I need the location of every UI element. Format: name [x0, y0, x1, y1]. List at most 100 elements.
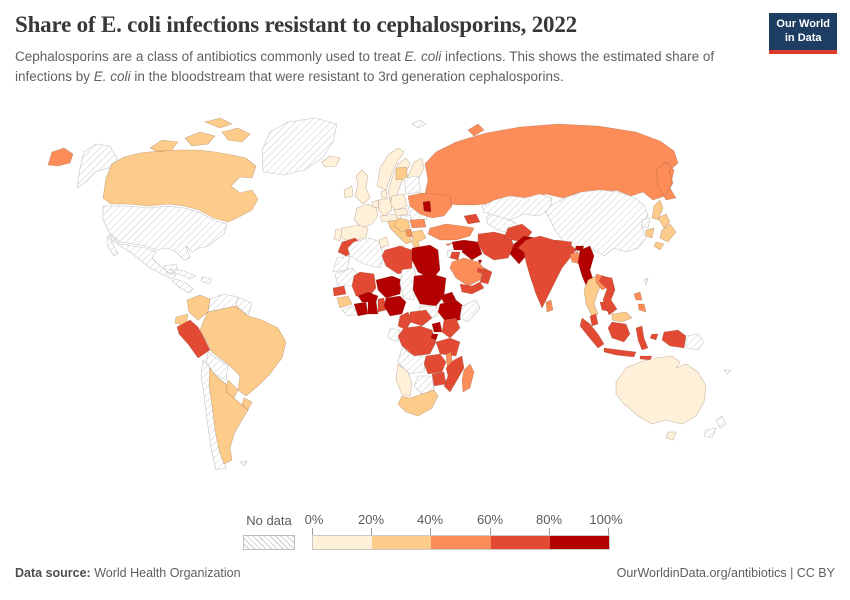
country-png[interactable]: Papua New Guinea — No data [685, 333, 705, 351]
country-burkina[interactable]: Burkina Faso — 80-100% [357, 291, 379, 303]
country-nkorea[interactable]: North Korea — No data [641, 217, 651, 229]
country-south-africa[interactable]: South Africa — 20-40% [397, 389, 439, 417]
country-belarus[interactable]: Belarus — No data [403, 175, 422, 195]
country-jordan[interactable]: Jordan — 60-80% [449, 251, 461, 261]
country-kuwait[interactable]: Kuwait — 80-100% [477, 259, 483, 265]
country-namibia[interactable]: Namibia — 0-20% [395, 363, 413, 397]
country-philippines[interactable]: Philippines — 40-60% [633, 291, 647, 313]
country-zimbabwe[interactable]: Zimbabwe — 60-80% [431, 371, 447, 387]
country-greenland[interactable]: Greenland — No data [261, 117, 338, 176]
country-central-america[interactable]: Central America — No data [171, 278, 194, 294]
country-sudan[interactable]: Sudan — 80-100% [412, 273, 447, 307]
country-egypt[interactable]: Egypt — 80-100% [411, 244, 441, 281]
country-tasmania[interactable]: Australia (Tasmania) — 0-20% [665, 431, 677, 441]
legend-tickmark [312, 528, 313, 535]
country-ghana[interactable]: Ghana — 80-100% [367, 300, 379, 315]
country-nz[interactable]: New Zealand — No data [703, 415, 727, 439]
country-somalia[interactable]: Somalia — No data [459, 299, 481, 323]
country-paraguay[interactable]: Paraguay — 20-40% [225, 379, 239, 399]
legend-tickmark [608, 528, 609, 535]
country-svalbard[interactable]: Svalbard — No data [411, 119, 427, 129]
country-germany[interactable]: Germany — 0-20% [377, 197, 393, 217]
country-japan[interactable]: Japan — 20-40% [653, 213, 677, 251]
country-vietnam[interactable]: Vietnam — 60-80% [598, 275, 618, 316]
country-malaysia-pen[interactable]: Malaysia (peninsular) — 60-80% [589, 313, 599, 327]
legend-color-bar [312, 535, 610, 550]
country-rwanda-burundi[interactable]: Rwanda and Burundi — 80-100% [430, 333, 439, 341]
country-malaysia-borneo[interactable]: Malaysia (Borneo) — 20-40% [611, 311, 633, 323]
country-ethiopia[interactable]: Ethiopia — 80-100% [437, 299, 467, 323]
country-uruguay[interactable]: Uruguay — 20-40% [241, 397, 253, 411]
country-cuba[interactable]: Cuba — No data [169, 268, 197, 280]
legend-bin-60-80[interactable] [490, 536, 550, 549]
country-bulgaria[interactable]: Bulgaria — 40-60% [409, 218, 427, 229]
country-kenya[interactable]: Kenya — 60-80% [441, 317, 461, 339]
country-sakhalin[interactable]: Sakhalin — 20-40% [651, 199, 664, 221]
country-iceland[interactable]: Iceland — 0-20% [321, 155, 341, 168]
country-iraq[interactable]: Iraq — 80-100% [461, 239, 483, 261]
country-uk[interactable]: United Kingdom — 0-20% [354, 169, 371, 205]
country-car[interactable]: Central African Republic — 60-80% [409, 309, 433, 327]
country-australia[interactable]: Australia — 0-20% [615, 355, 707, 425]
country-cyprus[interactable]: Cyprus — 40-60% [445, 242, 453, 247]
country-iran[interactable]: Iran — 60-80% [477, 231, 515, 261]
country-falklands[interactable]: Falkland Islands — No data [239, 460, 248, 467]
country-taiwan[interactable]: Taiwan — No data [643, 277, 649, 286]
country-denmark[interactable]: Denmark — 0-20% [380, 189, 388, 199]
country-nigeria[interactable]: Nigeria — 80-100% [383, 295, 407, 317]
country-yemen[interactable]: Yemen — 60-80% [459, 281, 485, 295]
country-turkey[interactable]: Turkey — 40-60% [427, 223, 475, 241]
country-moldova[interactable]: Moldova — 80-100% [422, 200, 432, 213]
country-cameroon[interactable]: Cameroon — 60-80% [397, 311, 413, 331]
country-czech-slovakia[interactable]: Czechia and Slovakia — 0-20% [393, 207, 409, 217]
country-russia[interactable]: Russia — 40-60% [423, 123, 679, 206]
country-peru[interactable]: Peru — 60-80% [176, 319, 211, 359]
country-mali[interactable]: Mali — 60-80% [351, 271, 377, 299]
country-skorea[interactable]: South Korea — 20-40% [645, 227, 655, 239]
country-tanzania[interactable]: Tanzania — 60-80% [435, 337, 461, 357]
country-norway[interactable]: Norway — 0-20% [376, 147, 405, 191]
legend-bin-40-60[interactable] [431, 536, 491, 549]
country-canada[interactable]: Canada — 20-40% [102, 117, 259, 223]
country-saudi[interactable]: Saudi Arabia — 40-60% [449, 257, 485, 287]
country-alaska[interactable]: United States (Alaska) — No data [76, 143, 119, 189]
country-niger[interactable]: Niger — 80-100% [375, 275, 403, 299]
country-chad[interactable]: Chad — No data [399, 267, 419, 301]
country-togo-benin[interactable]: Togo and Benin — 60-80% [377, 297, 387, 313]
country-brazil[interactable]: Brazil — 20-40% [199, 305, 287, 397]
country-china[interactable]: China — No data [545, 189, 649, 257]
country-hispaniola[interactable]: Hispaniola — No data [200, 276, 213, 285]
legend-bin-0-20[interactable] [313, 536, 373, 549]
country-senegal[interactable]: Senegal — 60-80% [332, 285, 347, 297]
country-algeria[interactable]: Algeria — No data [347, 237, 385, 269]
country-zambia[interactable]: Zambia — 60-80% [423, 353, 447, 375]
country-guinea[interactable]: Guinea — 20-40% [336, 295, 353, 309]
country-ireland[interactable]: Ireland — 0-20% [343, 185, 354, 199]
legend-bin-80-100[interactable] [549, 536, 610, 549]
country-drc[interactable]: Democratic Republic of Congo — 60-80% [397, 325, 437, 357]
country-benelux[interactable]: Benelux — 0-20% [371, 199, 380, 209]
country-tunisia[interactable]: Tunisia — 0-20% [378, 236, 390, 249]
country-chukotka[interactable]: Russia (far east) — 40-60% [47, 147, 74, 167]
country-albania[interactable]: Albania — 40-60% [405, 228, 413, 238]
country-nepal[interactable]: Nepal — 60-80% [555, 239, 573, 249]
country-gabon-congo[interactable]: Gabon and Congo — No data [387, 327, 401, 343]
country-usa[interactable]: United States — No data [102, 205, 228, 261]
country-portugal[interactable]: Portugal — 0-20% [333, 228, 343, 242]
country-greece[interactable]: Greece — 20-40% [411, 229, 427, 249]
country-sri-lanka[interactable]: Sri Lanka — 40-60% [545, 299, 554, 313]
country-bolivia[interactable]: Bolivia — No data [205, 351, 229, 381]
country-india[interactable]: India — 60-80% [517, 235, 577, 309]
country-new-caledonia[interactable]: New Caledonia — No data [723, 369, 732, 375]
country-france[interactable]: France — 0-20% [353, 203, 379, 229]
country-madagascar[interactable]: Madagascar — 40-60% [461, 363, 475, 393]
country-poland[interactable]: Poland — 0-20% [389, 193, 408, 211]
legend-bin-20-40[interactable] [372, 536, 432, 549]
country-caucasus[interactable]: Georgia, Armenia and Azerbaijan — 60-80% [463, 213, 481, 225]
legend-no-data-swatch[interactable] [243, 535, 295, 550]
owid-logo-line2: in Data [784, 31, 822, 44]
country-uae[interactable]: United Arab Emirates — 60-80% [476, 267, 487, 275]
country-mozambique[interactable]: Mozambique — 60-80% [443, 355, 465, 393]
country-angola[interactable]: Angola — No data [397, 347, 427, 375]
country-uganda[interactable]: Uganda — 80-100% [431, 321, 443, 333]
